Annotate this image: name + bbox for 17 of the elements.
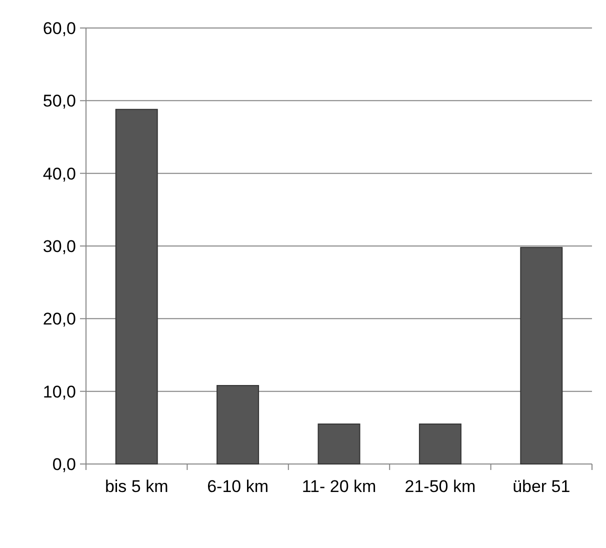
y-tick-label: 30,0	[42, 236, 76, 256]
x-tick-label: über 51	[512, 477, 570, 496]
bar	[115, 108, 158, 464]
x-tick-label: 21-50 km	[404, 477, 476, 496]
y-tick-label: 10,0	[42, 382, 76, 402]
bar	[418, 424, 462, 464]
x-tick-label: bis 5 km	[104, 477, 168, 496]
y-tick-label: 20,0	[42, 310, 76, 329]
y-tick-label: 0,0	[52, 454, 76, 474]
bar	[318, 424, 360, 464]
x-tick-label: 11- 20 km	[302, 477, 376, 496]
bar	[520, 246, 563, 464]
y-tick-label: 40,0	[42, 164, 76, 184]
y-tick-label: 60,0	[42, 18, 76, 38]
bar	[216, 385, 260, 464]
y-tick-label: 50,0	[42, 92, 76, 111]
x-tick-label: 6-10 km	[207, 477, 269, 496]
